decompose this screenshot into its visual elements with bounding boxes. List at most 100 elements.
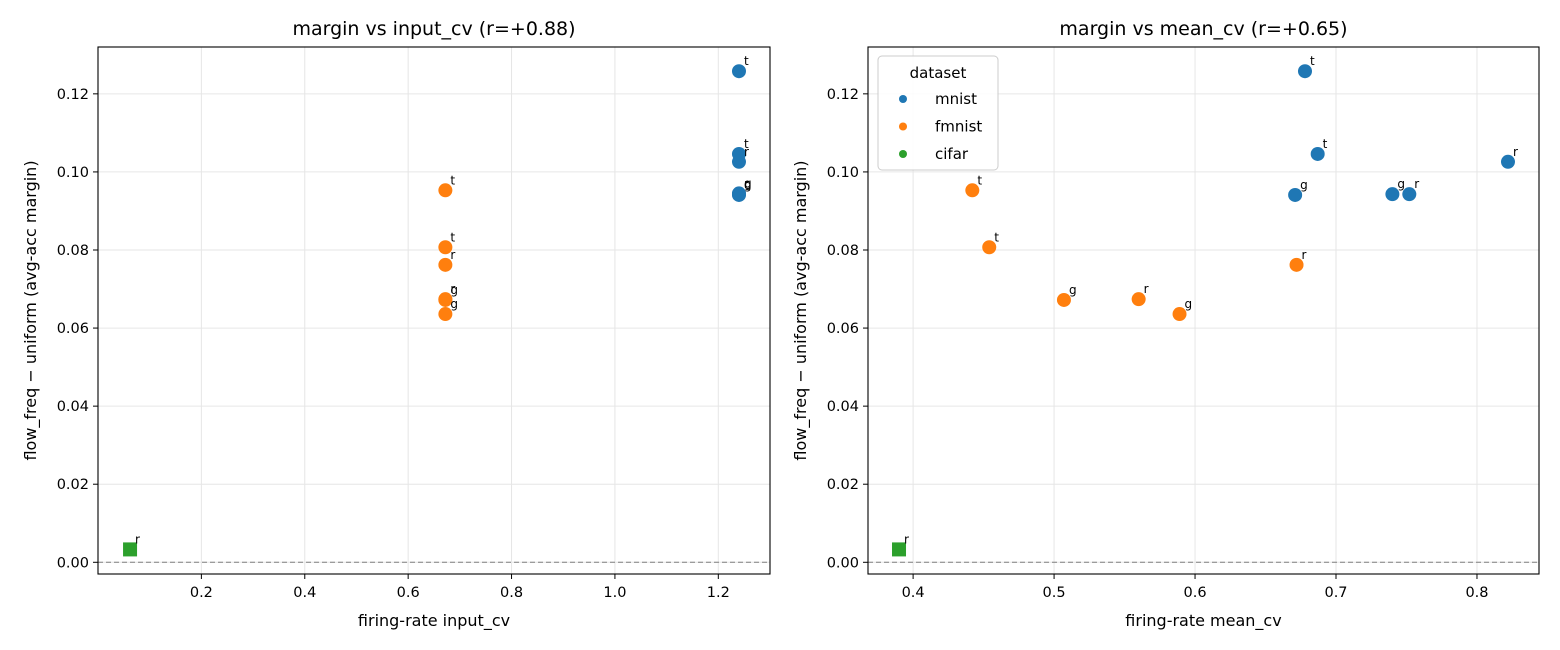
data-point-mnist — [1500, 154, 1515, 169]
point-label: r — [1513, 145, 1518, 159]
data-point-fmnist — [438, 307, 453, 322]
y-tick-label: 0.00 — [57, 555, 89, 571]
axes-frame — [97, 46, 771, 575]
y-tick-label: 0.12 — [57, 87, 89, 103]
point-label: g — [744, 176, 752, 190]
point-label: t — [1323, 137, 1328, 151]
y-tick-label: 0.12 — [827, 87, 859, 103]
point-label: t — [450, 173, 455, 187]
legend-entry-fmnist: fmnist — [935, 118, 982, 136]
point-label: g — [450, 283, 458, 297]
x-tick-label: 1.0 — [603, 585, 626, 601]
point-label: t — [1310, 54, 1315, 68]
data-point-cifar — [123, 542, 138, 557]
point-label: r — [135, 532, 140, 546]
legend-marker-cifar — [899, 150, 907, 158]
point-label: r — [744, 145, 749, 159]
x-tick-label: 0.6 — [397, 585, 420, 601]
data-point-mnist — [1310, 146, 1325, 161]
legend-frame — [877, 55, 999, 171]
y-tick-label: 0.00 — [827, 555, 859, 571]
point-label: t — [450, 230, 455, 244]
data-point-fmnist — [965, 183, 980, 198]
point-label: g — [1069, 283, 1077, 297]
point-label: r — [1144, 282, 1149, 296]
series-fmnist: t t r g r g — [965, 173, 1307, 322]
y-tick-label: 0.02 — [827, 477, 859, 493]
data-point-fmnist — [982, 240, 997, 255]
series-cifar: r — [892, 532, 909, 557]
y-tick-label: 0.06 — [57, 321, 89, 337]
legend-marker-mnist — [899, 95, 907, 103]
data-point-fmnist — [438, 183, 453, 198]
chart-title: margin vs input_cv (r=+0.88) — [292, 18, 575, 40]
data-point-mnist — [1385, 187, 1400, 202]
data-point-mnist — [731, 187, 746, 202]
data-point-mnist — [1297, 64, 1312, 79]
legend-entry-cifar: cifar — [935, 145, 969, 163]
x-tick-label: 0.4 — [902, 585, 925, 601]
data-point-mnist — [1402, 187, 1417, 202]
point-label: t — [744, 54, 749, 68]
point-label: r — [744, 177, 749, 191]
y-tick-label: 0.10 — [57, 165, 89, 181]
point-label: r — [904, 532, 909, 546]
data-point-mnist — [731, 64, 746, 79]
x-axis-label: firing-rate mean_cv — [1125, 611, 1281, 631]
data-point-fmnist — [1172, 307, 1187, 322]
y-tick-label: 0.04 — [57, 399, 89, 415]
point-label: r — [1302, 248, 1307, 262]
data-point-fmnist — [1289, 257, 1304, 272]
x-tick-label: 0.8 — [500, 585, 523, 601]
point-label: g — [450, 297, 458, 311]
y-tick-label: 0.08 — [827, 243, 859, 259]
y-tick-label: 0.10 — [827, 165, 859, 181]
grid — [98, 47, 770, 574]
data-point-fmnist — [438, 240, 453, 255]
series-cifar: r — [123, 532, 140, 557]
x-tick-label: 0.5 — [1043, 585, 1066, 601]
data-point-mnist — [1288, 187, 1303, 202]
point-label: g — [1397, 177, 1405, 191]
data-point-fmnist — [1131, 292, 1146, 307]
legend: dataset mnist fmnist cifar — [877, 55, 999, 171]
x-axis: 0.4 0.5 0.6 0.7 0.8 — [902, 574, 1489, 601]
data-point-fmnist — [438, 292, 453, 307]
x-tick-label: 1.2 — [707, 585, 730, 601]
point-label: g — [1185, 297, 1193, 311]
legend-title: dataset — [910, 64, 967, 82]
data-point-fmnist — [438, 257, 453, 272]
legend-marker-fmnist — [899, 122, 907, 131]
x-tick-label: 0.2 — [190, 585, 213, 601]
y-axis-label: flow_freq − uniform (avg-acc margin) — [21, 160, 41, 460]
point-label: g — [1300, 178, 1308, 192]
point-label: t — [744, 137, 749, 151]
point-label: r — [1414, 177, 1419, 191]
chart-title: margin vs mean_cv (r=+0.65) — [1059, 18, 1347, 40]
x-tick-label: 0.8 — [1465, 585, 1488, 601]
x-axis-label: firing-rate input_cv — [358, 611, 510, 631]
y-tick-label: 0.02 — [57, 477, 89, 493]
y-axis: 0.00 0.02 0.04 0.06 0.08 0.10 0.12 — [827, 87, 868, 571]
data-point-fmnist — [1056, 292, 1071, 307]
y-tick-label: 0.08 — [57, 243, 89, 259]
axes-frame — [867, 46, 1540, 575]
x-axis: 0.2 0.4 0.6 0.8 1.0 1.2 — [190, 574, 730, 601]
y-tick-label: 0.04 — [827, 399, 859, 415]
point-label: t — [977, 173, 982, 187]
point-label: g — [744, 178, 752, 192]
x-tick-label: 0.7 — [1324, 585, 1347, 601]
legend-entry-mnist: mnist — [935, 90, 977, 108]
point-label: r — [450, 248, 455, 262]
data-point-cifar — [892, 542, 907, 557]
data-point-mnist — [731, 154, 746, 169]
point-label: t — [994, 230, 999, 244]
y-axis: 0.00 0.02 0.04 0.06 0.08 0.10 0.12 — [57, 87, 98, 571]
x-tick-label: 0.6 — [1184, 585, 1207, 601]
